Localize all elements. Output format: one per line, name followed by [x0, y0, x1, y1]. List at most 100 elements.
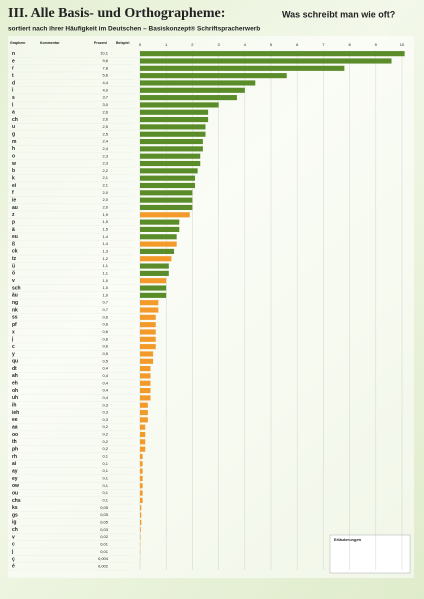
- percent-label: 0,2: [102, 424, 108, 429]
- grapheme: aa: [12, 425, 18, 431]
- percent-label: 0,05: [100, 519, 109, 524]
- bar: [140, 483, 143, 489]
- bar: [140, 168, 198, 174]
- grapheme: é: [12, 564, 15, 570]
- percent-label: 2,0: [102, 190, 108, 195]
- grapheme: j: [11, 549, 14, 555]
- percent-label: 0,05: [100, 512, 109, 517]
- bar: [140, 439, 146, 445]
- grapheme: ey: [12, 476, 18, 482]
- bar: [140, 248, 175, 254]
- bar: [140, 351, 154, 357]
- bar: [140, 300, 159, 306]
- percent-label: 2,4: [102, 146, 108, 151]
- bar: [140, 102, 219, 108]
- grapheme: ih: [12, 403, 16, 409]
- grapheme: y: [12, 351, 15, 357]
- grapheme: x: [12, 329, 15, 335]
- grapheme: uh: [12, 395, 18, 401]
- percent-label: 1,0: [102, 292, 108, 297]
- percent-label: 10,1: [100, 51, 109, 56]
- percent-label: 0,3: [102, 417, 108, 422]
- bar: [140, 409, 148, 416]
- bar: [140, 395, 151, 401]
- percent-label: 0,02: [100, 534, 109, 539]
- bar: [140, 138, 203, 145]
- grapheme: sch: [12, 285, 21, 291]
- bar: [140, 417, 148, 423]
- grapheme: eh: [12, 381, 18, 387]
- bar: [140, 197, 193, 203]
- percent-label: 0,4: [102, 395, 108, 400]
- percent-label: 0,4: [102, 388, 108, 393]
- bar: [140, 534, 141, 540]
- grapheme: ks: [12, 505, 18, 511]
- bar: [140, 124, 206, 130]
- percent-label: 2,4: [102, 139, 108, 144]
- chart-title-question: Was schreibt man wie oft?: [282, 9, 395, 19]
- bar: [140, 431, 146, 438]
- bar: [140, 358, 154, 364]
- percent-label: 0,4: [102, 373, 108, 378]
- percent-label: 0,05: [100, 505, 109, 510]
- bar: [140, 182, 196, 189]
- bar: [140, 153, 201, 159]
- percent-label: 0,3: [102, 410, 108, 415]
- bar: [140, 468, 143, 474]
- bar: [140, 366, 151, 372]
- bar: [140, 527, 141, 533]
- grapheme: p: [12, 219, 15, 225]
- percent-label: 0,7: [102, 307, 108, 312]
- percent-label: 0,6: [102, 336, 108, 341]
- percent-label: 1,1: [102, 263, 108, 268]
- percent-label: 3,7: [102, 95, 108, 100]
- bar: [140, 117, 209, 123]
- percent-label: 2,2: [102, 168, 108, 173]
- grapheme: ph: [12, 446, 18, 452]
- percent-label: 1,0: [102, 278, 108, 283]
- grapheme: eu: [12, 234, 18, 240]
- grapheme: ck: [12, 249, 18, 255]
- bar: [140, 278, 167, 284]
- percent-label: 1,5: [102, 226, 108, 231]
- bar: [140, 292, 167, 298]
- bar: [140, 329, 156, 335]
- x-tick-label: 3: [217, 42, 220, 47]
- percent-label: 2,6: [102, 109, 108, 114]
- grapheme: d: [12, 80, 15, 86]
- grapheme: ah: [12, 373, 18, 379]
- x-tick-label: 4: [244, 42, 247, 47]
- bar: [140, 314, 156, 320]
- bar: [140, 212, 190, 218]
- percent-label: 2,1: [102, 175, 108, 180]
- percent-label: 0,7: [102, 300, 108, 305]
- x-tick-label: 10: [400, 42, 405, 47]
- grapheme: th: [12, 439, 17, 445]
- bar: [140, 285, 167, 291]
- percent-label: 0,03: [100, 527, 109, 532]
- percent-label: 0,4: [102, 380, 108, 385]
- grapheme: g: [12, 132, 15, 138]
- column-header: Graphem: [10, 41, 25, 45]
- bar: [140, 336, 156, 342]
- percent-label: 3,0: [102, 102, 108, 107]
- grapheme: j: [11, 337, 14, 343]
- percent-label: 2,3: [102, 161, 108, 166]
- grapheme: ie: [12, 197, 16, 203]
- grapheme: ig: [12, 520, 16, 526]
- bar: [140, 402, 148, 408]
- grapheme: e: [12, 58, 15, 64]
- bar: [140, 109, 209, 115]
- grapheme: ieh: [12, 410, 19, 416]
- bar: [140, 65, 345, 71]
- grapheme: v: [12, 534, 15, 540]
- grapheme: r: [12, 66, 14, 72]
- grapheme: ss: [12, 315, 18, 321]
- x-tick-label: 6: [296, 42, 299, 47]
- grapheme: n: [12, 51, 15, 57]
- grapheme: ch: [12, 117, 18, 123]
- percent-label: 0,2: [102, 439, 108, 444]
- percent-label: 0,6: [102, 344, 108, 349]
- legend-box: [329, 534, 411, 574]
